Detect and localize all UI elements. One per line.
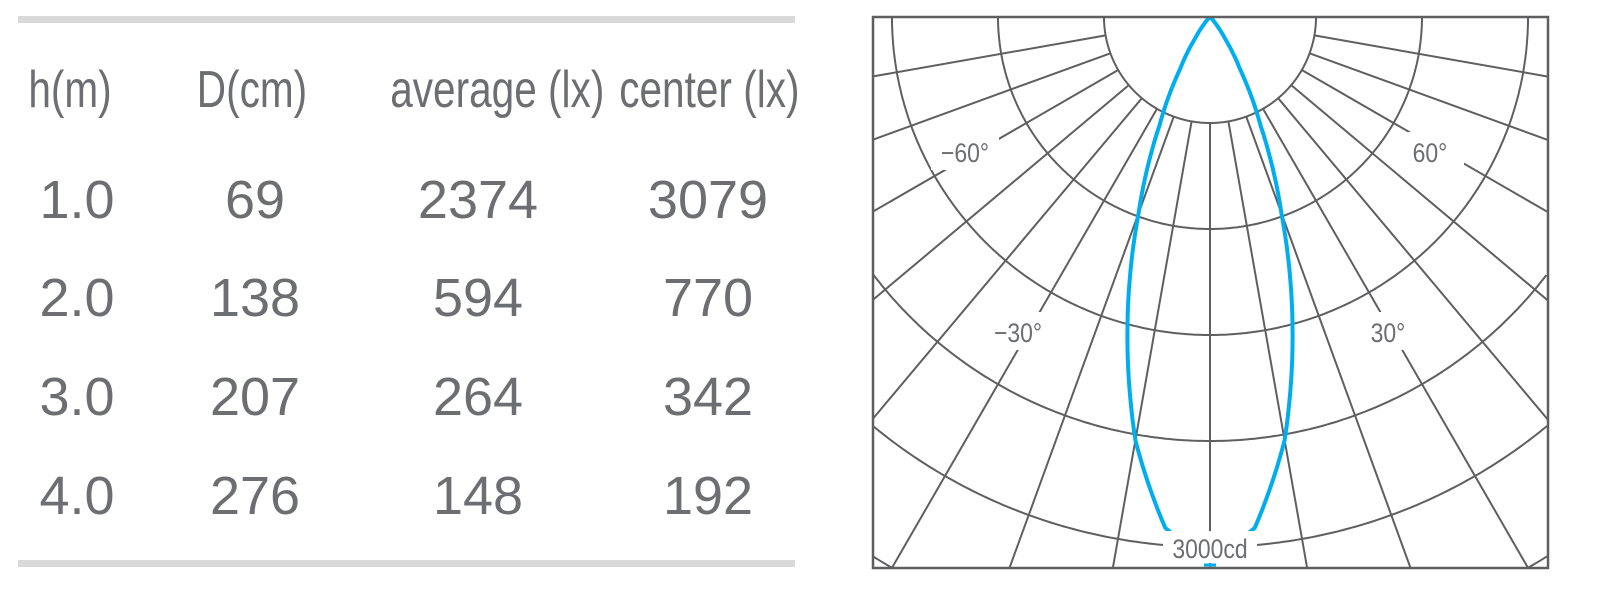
polar-grid xyxy=(873,17,1548,568)
grid-radial xyxy=(873,84,1130,301)
table-cell: 2.0 xyxy=(39,268,115,328)
grid-ring xyxy=(873,555,1548,568)
table-cell: 192 xyxy=(662,466,754,526)
table-cell: 3.0 xyxy=(39,367,115,427)
grid-radial xyxy=(873,52,1111,141)
label-60: 60° xyxy=(1413,138,1448,168)
label-background xyxy=(931,132,999,170)
grid-radial xyxy=(873,34,1106,78)
label-background xyxy=(1396,132,1464,170)
label-minus-30: −30° xyxy=(994,318,1042,348)
header-height: h(m) xyxy=(28,61,112,119)
table-cell: 594 xyxy=(432,268,524,328)
label-30: 30° xyxy=(1371,318,1406,348)
grid-radial xyxy=(1111,121,1193,568)
label-minus-60: −60° xyxy=(941,138,989,168)
polar-labels: −60° 60° −30° 30° 3000cd xyxy=(931,132,1464,567)
table-cell: 342 xyxy=(662,367,754,427)
table-cell: 138 xyxy=(209,268,301,328)
table-cell: 1.0 xyxy=(39,170,115,230)
grid-radial xyxy=(1314,34,1548,78)
grid-radial xyxy=(1245,116,1412,568)
diagram-frame xyxy=(871,15,1550,570)
table-cell: 264 xyxy=(432,367,524,427)
header-diameter: D(cm) xyxy=(196,61,308,119)
table-cell: 2374 xyxy=(417,170,539,230)
label-background xyxy=(984,312,1052,350)
table-cell: 207 xyxy=(209,367,301,427)
scale-label: 3000cd xyxy=(1172,534,1247,564)
table-top-rule xyxy=(18,16,795,23)
table-bottom-rule xyxy=(18,560,795,567)
table-cell: 3079 xyxy=(647,170,769,230)
table-cell: 276 xyxy=(209,466,301,526)
label-background xyxy=(1354,312,1422,350)
table-cell: 69 xyxy=(224,170,286,230)
grid-radial xyxy=(1227,121,1309,568)
grid-ring xyxy=(1103,17,1317,124)
table-cell: 4.0 xyxy=(39,466,115,526)
grid-radial xyxy=(1290,84,1548,302)
grid-radial xyxy=(1309,52,1548,141)
table-cell: 148 xyxy=(432,466,524,526)
table-cell: 770 xyxy=(662,268,754,328)
label-background xyxy=(1163,531,1257,563)
grid-radial xyxy=(1277,97,1548,421)
grid-radial xyxy=(1008,116,1175,568)
header-center: center (lx) xyxy=(619,61,800,119)
grid-radial xyxy=(873,97,1143,420)
